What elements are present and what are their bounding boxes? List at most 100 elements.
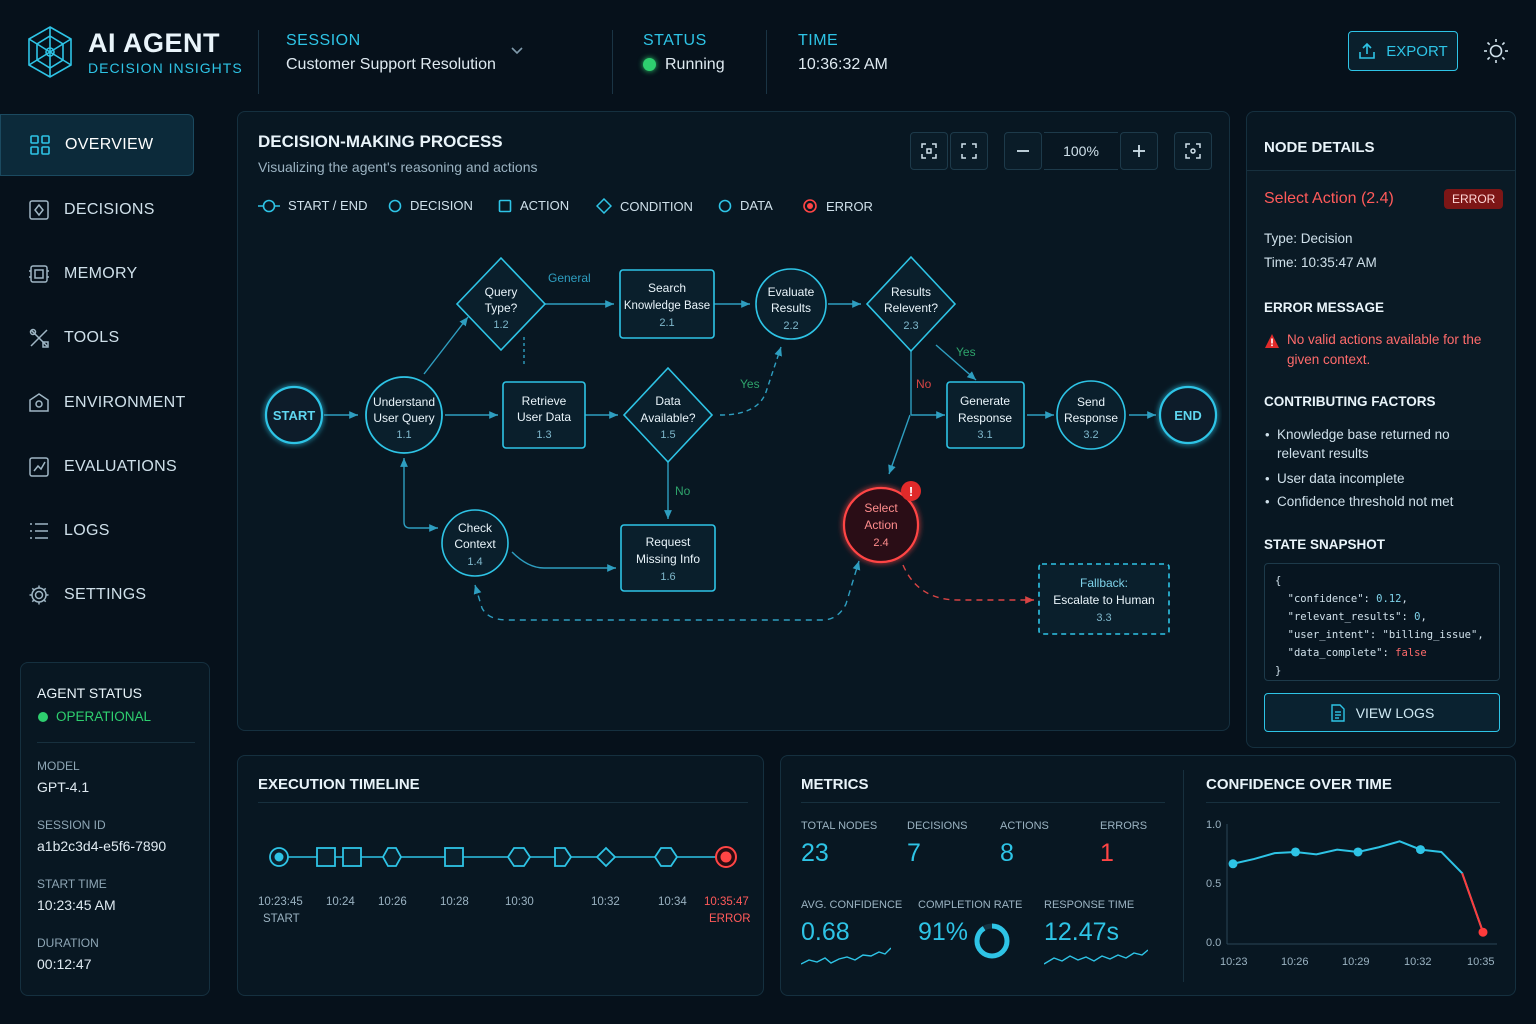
node-results-relevant[interactable]: Results Relevent? 2.3	[865, 255, 957, 353]
selected-node-name: Select Action (2.4)	[1264, 190, 1394, 207]
expand-icon	[961, 143, 977, 159]
node-end[interactable]: END	[1158, 385, 1218, 445]
completion-rate-value: 91%	[918, 918, 969, 946]
focus-button[interactable]	[1174, 132, 1212, 170]
timeline-event-condition[interactable]	[595, 846, 617, 868]
sidebar-item-label: OVERVIEW	[65, 136, 154, 153]
sidebar-item-memory[interactable]: MEMORY	[0, 243, 194, 305]
error-message: No valid actions available for the given…	[1287, 332, 1482, 367]
sun-icon[interactable]	[1482, 37, 1510, 65]
confidence-point[interactable]	[1228, 859, 1238, 869]
node-generate-response[interactable]: Generate Response 3.1	[946, 381, 1025, 449]
view-logs-button[interactable]: VIEW LOGS	[1264, 693, 1500, 732]
session-select[interactable]: Customer Support Resolution	[286, 56, 496, 73]
timeline-event-action[interactable]	[316, 847, 336, 867]
legend-label: START / END	[288, 198, 368, 213]
node-details-title: NODE DETAILS	[1264, 139, 1375, 156]
sidebar-item-environment[interactable]: ENVIRONMENT	[0, 372, 194, 434]
node-send-response[interactable]: Send Response 3.2	[1056, 380, 1126, 450]
x-tick-label: 10:35	[1467, 956, 1495, 968]
zoom-in-button[interactable]	[1120, 132, 1158, 170]
node-id: 1.1	[396, 429, 411, 441]
timeline-time-label: 10:26	[378, 896, 407, 908]
sidebar-item-label: DECISIONS	[64, 201, 155, 218]
node-request-missing-info[interactable]: Request Missing Info 1.6	[620, 524, 716, 592]
sidebar-item-overview[interactable]: OVERVIEW	[0, 114, 194, 176]
upload-icon	[1359, 42, 1376, 59]
sidebar-item-label: ENVIRONMENT	[64, 394, 186, 411]
node-retrieve-user-data[interactable]: Retrieve User Data 1.3	[502, 381, 586, 449]
completion-ring-gauge	[974, 923, 1010, 959]
timeline-event-data[interactable]	[381, 847, 403, 867]
node-label: Understand	[373, 395, 435, 409]
legend-label: DECISION	[410, 198, 473, 213]
node-select-action-error[interactable]: Select Action 2.4 !	[842, 481, 921, 564]
x-tick-label: 10:29	[1342, 956, 1370, 968]
node-understand-query[interactable]: Understand User Query 1.1	[365, 376, 443, 454]
sidebar-item-logs[interactable]: LOGS	[0, 500, 194, 562]
node-id: 2.1	[659, 317, 674, 329]
node-id: 1.2	[493, 319, 508, 331]
node-label: Context	[454, 537, 496, 551]
process-subtitle: Visualizing the agent's reasoning and ac…	[258, 159, 538, 175]
legend-label: ACTION	[520, 198, 570, 213]
node-id: 1.3	[536, 429, 551, 441]
export-button[interactable]: EXPORT	[1348, 31, 1458, 71]
node-label: Type?	[485, 301, 518, 315]
divider	[801, 802, 1165, 803]
divider	[1206, 802, 1500, 803]
node-evaluate-results[interactable]: Evaluate Results 2.2	[755, 268, 827, 340]
node-label: Request	[646, 535, 691, 549]
error-fallback-edge	[902, 564, 1034, 604]
node-label: User Data	[517, 410, 571, 424]
timeline-time-label: 10:32	[591, 896, 620, 908]
confidence-point[interactable]	[1291, 847, 1300, 857]
header-divider	[766, 30, 767, 94]
metrics-panel: METRICS TOTAL NODES 23 DECISIONS 7 ACTIO…	[780, 755, 1516, 996]
fullscreen-button[interactable]	[950, 132, 988, 170]
node-data-available[interactable]: Data Available? 1.5	[622, 366, 714, 464]
confidence-point[interactable]	[1416, 845, 1425, 855]
node-label: Check	[458, 521, 493, 535]
decision-flow-diagram[interactable]: General Yes No Yes No START Understand U…	[238, 112, 1231, 732]
confidence-line-chart[interactable]	[781, 756, 1517, 997]
sidebar-item-decisions[interactable]: DECISIONS	[0, 179, 194, 241]
zoom-out-button[interactable]	[1004, 132, 1042, 170]
node-query-type[interactable]: Query Type? 1.2	[455, 256, 547, 352]
timeline-track[interactable]	[238, 756, 765, 997]
timeline-time-label: 10:24	[326, 896, 355, 908]
node-start[interactable]: START	[264, 385, 324, 445]
timeline-event-action[interactable]	[444, 847, 464, 867]
node-check-context[interactable]: Check Context 1.4	[441, 509, 509, 577]
timeline-event-condition[interactable]	[554, 847, 573, 867]
sidebar-item-tools[interactable]: TOOLS	[0, 307, 194, 369]
edge-label-yes: Yes	[740, 377, 760, 391]
minus-icon	[1017, 150, 1029, 152]
divider	[258, 802, 748, 803]
node-fallback-escalate[interactable]: Fallback: Escalate to Human 3.3	[1038, 563, 1170, 635]
timeline-event-data[interactable]	[653, 847, 679, 867]
node-label: Missing Info	[636, 552, 700, 566]
fit-view-button[interactable]	[910, 132, 948, 170]
timeline-event-action[interactable]	[342, 847, 362, 867]
actions-value: 8	[1000, 839, 1014, 867]
bullet: •	[1265, 471, 1270, 486]
confidence-point-error[interactable]	[1478, 927, 1488, 937]
sidebar-item-settings[interactable]: SETTINGS	[0, 564, 194, 626]
edge-label-no: No	[675, 484, 691, 498]
chevron-down-icon[interactable]	[510, 44, 524, 58]
node-details-panel: NODE DETAILS Select Action (2.4) ERROR T…	[1246, 111, 1516, 748]
warning-icon	[1265, 334, 1279, 348]
confidence-point[interactable]	[1353, 847, 1363, 857]
plus-icon	[1133, 145, 1145, 157]
node-id: 2.2	[783, 320, 798, 332]
node-search-knowledge-base[interactable]: Search Knowledge Base 2.1	[619, 269, 715, 339]
response-time-sparkline	[1044, 949, 1148, 965]
data-legend-icon	[718, 199, 732, 212]
bullet: •	[1265, 427, 1270, 442]
errors-value: 1	[1100, 839, 1114, 867]
sidebar-item-evaluations[interactable]: EVALUATIONS	[0, 436, 194, 498]
timeline-event-data[interactable]	[506, 847, 532, 867]
session-label: SESSION	[286, 32, 361, 49]
error-message-heading: ERROR MESSAGE	[1264, 300, 1385, 315]
